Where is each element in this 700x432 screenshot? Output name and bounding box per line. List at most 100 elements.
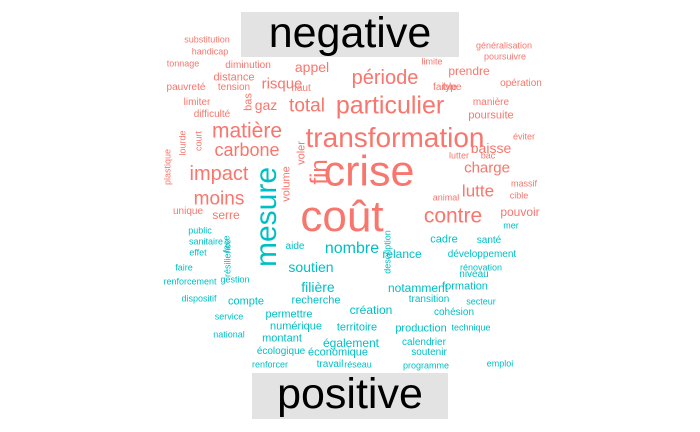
positive-word-resilience: résilience xyxy=(222,238,233,278)
positive-word-soutien: soutien xyxy=(288,259,334,275)
positive-word-relance: relance xyxy=(382,247,422,261)
positive-word-economique: économique xyxy=(308,346,368,359)
positive-word-ecologique: écologique xyxy=(256,346,306,357)
positive-word-faire: faire xyxy=(175,262,193,273)
negative-word-type: type xyxy=(442,82,462,93)
positive-word-programme: programme xyxy=(402,360,450,371)
negative-word-transformation: transformation xyxy=(305,122,485,153)
negative-word-haut: haut xyxy=(291,83,311,94)
negative-word-lutte: lutte xyxy=(461,181,495,201)
negative-word-maniere: manière xyxy=(472,97,510,108)
negative-word-gaz: gaz xyxy=(254,97,278,113)
negative-word-lutter: lutter xyxy=(448,150,470,161)
negative-word-tonnage: tonnage xyxy=(166,58,200,69)
positive-word-mesure: mesure xyxy=(250,166,283,268)
positive-word-niveau: niveau xyxy=(459,269,489,280)
negative-word-matiere: matière xyxy=(211,119,283,143)
positive-word-dispositif: dispositif xyxy=(181,293,217,304)
negative-word-operation: opération xyxy=(500,78,542,89)
positive-word-compte: compte xyxy=(227,295,265,308)
negative-word-massif: massif xyxy=(510,178,538,189)
negative-word-periode: période xyxy=(351,67,419,89)
negative-word-pouvoir: pouvoir xyxy=(500,205,540,219)
negative-word-eviter: éviter xyxy=(512,131,536,142)
negative-word-contre: contre xyxy=(423,204,483,228)
positive-word-montant: montant xyxy=(262,332,302,345)
positive-word-public: public xyxy=(188,225,212,236)
negative-word-bac: bac xyxy=(480,150,496,161)
positive-word-transition: transition xyxy=(408,294,450,305)
negative-word-total: total xyxy=(289,95,325,117)
negative-word-impact: impact xyxy=(189,163,249,185)
negative-word-appel: appel xyxy=(294,59,330,75)
negative-word-crise: crise xyxy=(323,147,415,196)
negative-word-prendre: prendre xyxy=(448,64,490,78)
negative-word-risque: risque xyxy=(261,75,303,93)
positive-word-egalement: également xyxy=(322,336,380,350)
negative-word-cible: cible xyxy=(509,190,529,201)
negative-word-carbone: carbone xyxy=(214,140,280,160)
positive-word-renovation: rénovation xyxy=(459,262,503,273)
negative-word-handicap: handicap xyxy=(191,46,229,57)
positive-word-renforcer: renforcer xyxy=(251,359,289,370)
negative-word-difficulte: difficulté xyxy=(193,109,231,120)
positive-word-territoire: territoire xyxy=(336,321,378,334)
positive-word-nombre: nombre xyxy=(324,240,380,257)
negative-word-court: court xyxy=(193,130,204,152)
negative-word-substitution: substitution xyxy=(184,34,230,45)
negative-word-pauvrete: pauvreté xyxy=(166,82,206,93)
positive-word-aide: aide xyxy=(285,241,305,252)
positive-word-creation: création xyxy=(349,303,393,317)
positive-word-formation: formation xyxy=(442,280,488,293)
negative-word-volume: volume xyxy=(280,166,293,202)
negative-word-faible: faible xyxy=(433,82,457,93)
positive-word-numerique: numérique xyxy=(270,320,322,333)
negative-word-bas: bas xyxy=(242,93,255,111)
positive-word-national: national xyxy=(213,329,245,340)
negative-word-fin: fin xyxy=(306,159,333,185)
negative-word-poursuivre: poursuivre xyxy=(483,51,527,62)
positive-word-permettre: permettre xyxy=(265,308,313,321)
positive-word-reseau: réseau xyxy=(344,359,372,370)
negative-word-voler: voler xyxy=(295,141,308,165)
negative-word-particulier: particulier xyxy=(335,91,445,120)
positive-word-sante: santé xyxy=(476,235,502,246)
positive-word-sanitaire: sanitaire xyxy=(188,236,224,247)
negative-word-generalisation: généralisation xyxy=(475,40,533,51)
negative-word-distance: distance xyxy=(213,71,255,84)
positive-word-cohesion: cohésion xyxy=(433,307,475,318)
positive-word-service: service xyxy=(214,311,244,322)
negative-word-unique: unique xyxy=(172,206,204,217)
negative-word-charge: charge xyxy=(464,159,510,177)
positive-word-effet: effet xyxy=(189,247,207,258)
positive-word-notamment: notamment xyxy=(387,281,449,295)
negative-word-moins: moins xyxy=(193,188,245,210)
positive-word-cadre: cadre xyxy=(430,233,458,246)
positive-label: positive xyxy=(252,373,448,419)
negative-label: negative xyxy=(241,12,459,57)
positive-word-travail: travail xyxy=(316,359,344,370)
negative-word-baisse: baisse xyxy=(470,140,512,156)
positive-word-soutenir: soutenir xyxy=(411,347,447,358)
positive-word-description: description xyxy=(382,230,393,274)
negative-word-serre: serre xyxy=(212,208,240,222)
negative-word-plastique: plastique xyxy=(162,148,173,186)
positive-word-recherche: recherche xyxy=(291,294,341,307)
negative-word-diminution: diminution xyxy=(225,60,271,71)
negative-word-cout: coût xyxy=(300,192,384,241)
positive-word-filiere: filière xyxy=(301,279,335,295)
positive-word-gestion: gestion xyxy=(220,274,250,285)
positive-word-emploi: emploi xyxy=(486,358,514,369)
negative-word-lourde: lourde xyxy=(177,130,188,156)
positive-word-calendrier: calendrier xyxy=(402,337,446,348)
positive-word-developpement: développement xyxy=(447,249,517,260)
negative-word-animal: animal xyxy=(432,192,460,203)
positive-word-production: production xyxy=(395,322,447,335)
positive-word-renforcement: renforcement xyxy=(163,276,217,287)
negative-word-tension: tension xyxy=(217,82,251,93)
positive-word-secteur: secteur xyxy=(466,296,496,307)
positive-word-technique: technique xyxy=(451,322,491,333)
negative-word-limiter: limiter xyxy=(183,97,211,108)
positive-word-mer: mer xyxy=(503,220,519,231)
